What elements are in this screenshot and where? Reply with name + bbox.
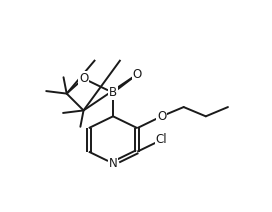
Text: O: O bbox=[79, 72, 88, 85]
Text: Cl: Cl bbox=[156, 133, 167, 146]
Text: N: N bbox=[109, 157, 118, 170]
Text: O: O bbox=[133, 68, 142, 81]
Text: O: O bbox=[157, 110, 166, 123]
Text: B: B bbox=[109, 86, 117, 99]
